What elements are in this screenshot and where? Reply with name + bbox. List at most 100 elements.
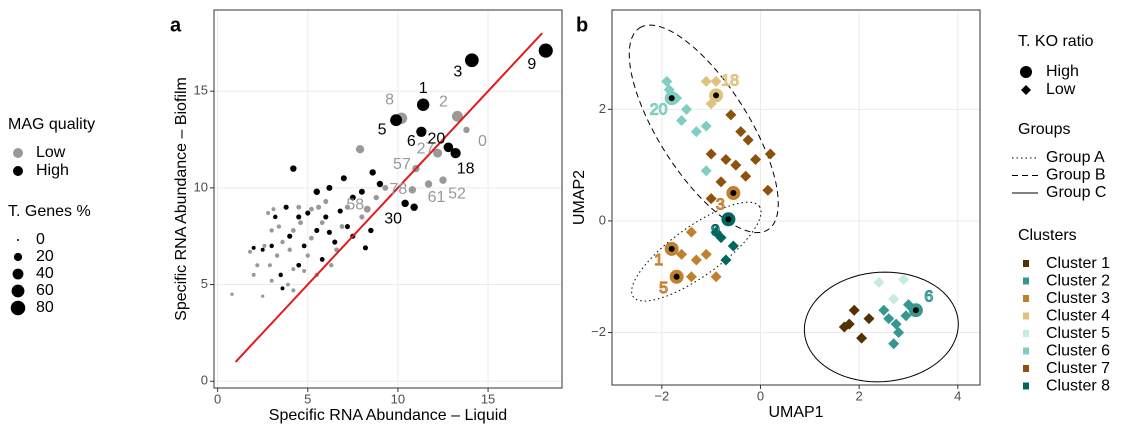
point-label: 18 <box>721 73 739 90</box>
point <box>450 147 461 159</box>
y-tick-label: 0 <box>599 212 606 227</box>
point <box>368 227 374 234</box>
point <box>313 188 320 195</box>
plot-border <box>213 9 563 389</box>
point <box>433 148 443 158</box>
legend-label: Cluster 8 <box>1046 378 1110 395</box>
point <box>319 220 325 226</box>
point-low <box>848 304 860 316</box>
point <box>323 214 329 220</box>
point <box>305 210 311 216</box>
legend-label: Group B <box>1046 167 1106 184</box>
point-label: 8 <box>385 91 394 108</box>
point <box>376 180 384 188</box>
point <box>373 194 379 201</box>
legend-swatch <box>1023 295 1029 302</box>
point-low <box>700 75 712 87</box>
point-low <box>740 170 752 182</box>
point <box>296 214 302 220</box>
point-low <box>883 313 895 325</box>
point <box>230 292 234 296</box>
point-high-center <box>673 273 680 280</box>
point-label: 0 <box>478 133 487 150</box>
point-low <box>705 193 717 205</box>
point-low <box>888 338 900 350</box>
identity-line <box>234 32 543 363</box>
point-low <box>705 148 717 160</box>
point <box>262 243 267 248</box>
x-tick-label: 5 <box>304 391 311 406</box>
point-label: 57 <box>393 156 411 173</box>
point-low <box>700 120 712 132</box>
point <box>302 269 307 274</box>
point <box>291 288 296 293</box>
point-label: 78 <box>389 181 407 198</box>
point <box>269 228 274 233</box>
point <box>267 263 272 268</box>
legend-label: 40 <box>36 265 54 282</box>
point <box>296 262 302 268</box>
point <box>291 267 296 272</box>
point-low <box>676 248 688 260</box>
point <box>269 243 274 249</box>
point <box>276 224 282 229</box>
point-low <box>764 148 776 160</box>
plot-background <box>612 10 980 385</box>
point-low <box>715 232 727 244</box>
point <box>305 253 310 258</box>
point <box>332 239 338 245</box>
point <box>280 286 285 291</box>
point <box>278 272 283 278</box>
legend-label: 20 <box>36 248 54 265</box>
legend-swatch <box>1021 85 1031 95</box>
point <box>271 207 276 212</box>
point <box>355 145 365 154</box>
size-swatch <box>17 239 19 241</box>
point-low <box>856 332 868 344</box>
size-swatch <box>12 268 24 280</box>
point <box>463 126 470 134</box>
point <box>274 253 280 258</box>
size-swatch <box>13 252 23 262</box>
point-low <box>710 75 722 87</box>
point <box>273 214 278 220</box>
point <box>451 110 463 122</box>
legend-swatch <box>1023 260 1029 267</box>
point-low <box>863 313 875 325</box>
point-low <box>735 126 747 138</box>
point <box>323 198 329 204</box>
point <box>382 184 389 191</box>
legend-label: High <box>1046 63 1079 80</box>
legend-label: Cluster 6 <box>1046 343 1110 360</box>
point <box>280 239 285 245</box>
point <box>362 245 369 251</box>
point <box>308 235 314 241</box>
point <box>296 204 302 210</box>
point <box>390 114 403 127</box>
point-low <box>685 226 697 238</box>
point-low <box>750 154 762 166</box>
point <box>538 43 553 58</box>
legend-label: 0 <box>36 231 45 248</box>
point-low <box>843 318 855 330</box>
point-low <box>873 276 885 288</box>
legend-swatch <box>1023 312 1029 320</box>
point <box>363 205 371 213</box>
legend-label: 60 <box>36 282 54 299</box>
point-low <box>685 271 697 283</box>
point <box>344 204 350 210</box>
point-low <box>661 75 673 87</box>
point <box>337 208 343 214</box>
group-ellipse <box>803 271 959 383</box>
point <box>287 233 293 239</box>
point <box>369 169 376 176</box>
point <box>285 282 290 287</box>
point <box>424 180 433 188</box>
y-tick-label: 10 <box>194 179 208 194</box>
point <box>408 186 417 194</box>
point <box>301 243 307 249</box>
point <box>287 247 292 252</box>
point-label: 5 <box>659 280 668 297</box>
point <box>410 203 418 211</box>
legend-label: Group A <box>1046 149 1105 166</box>
